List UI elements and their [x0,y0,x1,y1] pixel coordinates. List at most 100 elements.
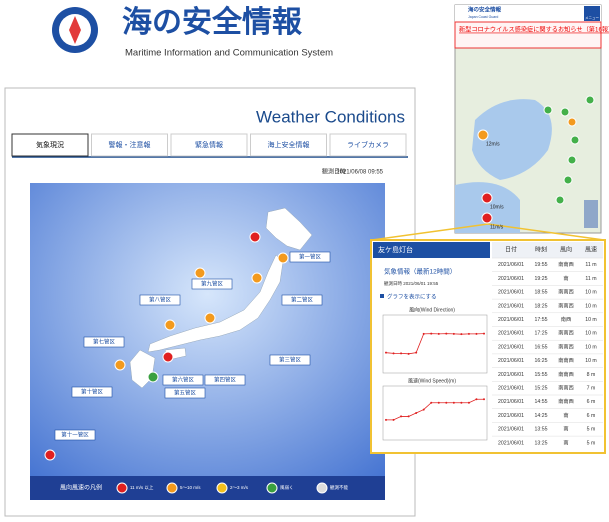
region-box[interactable] [139,294,181,306]
tab[interactable] [91,133,168,157]
region-label[interactable]: 第八管区 [149,295,172,303]
chart-point [475,332,478,335]
station-marker[interactable] [477,129,489,141]
station-marker[interactable] [147,371,159,383]
table-cell: 10 m [585,358,597,364]
station-marker[interactable] [166,482,178,494]
station-marker[interactable] [249,231,261,243]
site-title: 海の安全情報 [122,5,303,39]
station-marker[interactable] [216,482,228,494]
tab[interactable] [250,133,327,157]
chart-frame [382,385,488,441]
notice-text[interactable]: 新型コロナウイルス感染症に関するお知らせ（第16報） [459,26,609,34]
region-box[interactable] [281,294,323,306]
table-cell: 南南西 [558,397,574,405]
chart-point [407,352,410,355]
region-label[interactable]: 第十一管区 [61,430,89,438]
region-box[interactable] [71,386,113,398]
station-marker[interactable] [44,449,56,461]
legend-label: 11 m/s 以上 [130,484,154,490]
station-marker[interactable] [481,192,493,204]
table-cell: 南南西 [558,260,574,268]
station-marker[interactable] [266,482,278,494]
station-marker[interactable] [563,175,573,185]
station-marker[interactable] [116,482,128,494]
menu-button[interactable] [584,6,600,21]
station-marker[interactable] [164,319,176,331]
region-label[interactable]: 第七管区 [93,337,116,345]
chart-point [483,398,485,401]
table-header: 風速 [585,247,597,254]
tab-label[interactable]: 警報・注意報 [109,140,151,149]
station-marker[interactable] [481,212,493,224]
region-label[interactable]: 第十管区 [81,387,104,395]
region-box[interactable] [204,374,246,386]
table-cell: 8 m [587,372,596,378]
chart-point [392,418,395,421]
chart-point [483,332,485,335]
tab-label[interactable]: ライブカメラ [347,140,389,149]
table-cell: 13:55 [535,427,548,433]
region-box[interactable] [191,278,233,290]
station-marker[interactable] [567,155,577,165]
region-label[interactable]: 第一管区 [299,252,322,260]
station-marker[interactable] [251,272,263,284]
legend-label: 観測不能 [330,484,348,491]
station-marker[interactable] [560,107,570,117]
notice-banner[interactable] [454,21,602,49]
station-marker[interactable] [316,482,328,494]
table-cell: 10 m [585,331,597,337]
station-marker[interactable] [114,359,126,371]
region-label[interactable]: 第二管区 [291,295,314,303]
table-cell: 2021/06/01 [498,440,524,446]
tab[interactable] [11,133,89,157]
tab-label[interactable]: 海上安全情報 [268,140,310,149]
chart-point [422,408,425,411]
table-cell: 南南西 [558,301,574,309]
tab[interactable] [170,133,248,157]
table-cell: 11 m [585,276,596,282]
table-header: 日付 [505,246,517,254]
station-marker[interactable] [555,195,565,205]
chart-frame [382,314,488,374]
table-cell: 10 m [585,290,597,296]
station-marker[interactable] [204,312,216,324]
chart-point [430,332,433,335]
region-box[interactable] [164,387,206,399]
region-label[interactable]: 第三管区 [279,355,302,363]
tab-label[interactable]: 緊急情報 [195,140,223,149]
table-cell: 南 [563,411,568,419]
region-box[interactable] [54,429,96,441]
table-cell: 6 m [587,413,596,419]
page-heading: Weather Conditions [256,107,405,126]
region-label[interactable]: 第五管区 [174,388,197,396]
region-box[interactable] [83,336,125,348]
menu-label[interactable]: メニュー [585,16,599,20]
table-cell: 2021/06/01 [498,276,524,282]
region-box[interactable] [269,354,311,366]
tab[interactable] [329,133,407,157]
table-cell: 14:25 [535,413,548,419]
table-cell: 15:55 [535,372,548,378]
station-marker[interactable] [585,95,595,105]
chart-point [407,415,410,418]
table-cell: 2021/06/01 [498,290,524,296]
region-box[interactable] [162,374,204,386]
region-label[interactable]: 第九管区 [201,279,224,287]
station-marker[interactable] [567,117,577,127]
zoom-control[interactable] [584,200,598,228]
station-marker[interactable] [277,252,289,264]
connector [371,223,489,241]
region-label[interactable]: 第四管区 [214,375,237,383]
graph-toggle[interactable]: グラフを表示にする [387,292,437,300]
region-box[interactable] [289,251,331,263]
region-label[interactable]: 第六管区 [172,375,195,383]
station-marker[interactable] [543,105,553,115]
tab-label[interactable]: 気象現況 [36,140,64,149]
station-marker[interactable] [162,351,174,363]
site-subtitle: Maritime Information and Communication S… [125,48,333,59]
toggle-icon[interactable] [380,294,384,298]
station-marker[interactable] [194,267,206,279]
station-marker[interactable] [570,135,580,145]
table-cell: 7 m [587,385,596,391]
